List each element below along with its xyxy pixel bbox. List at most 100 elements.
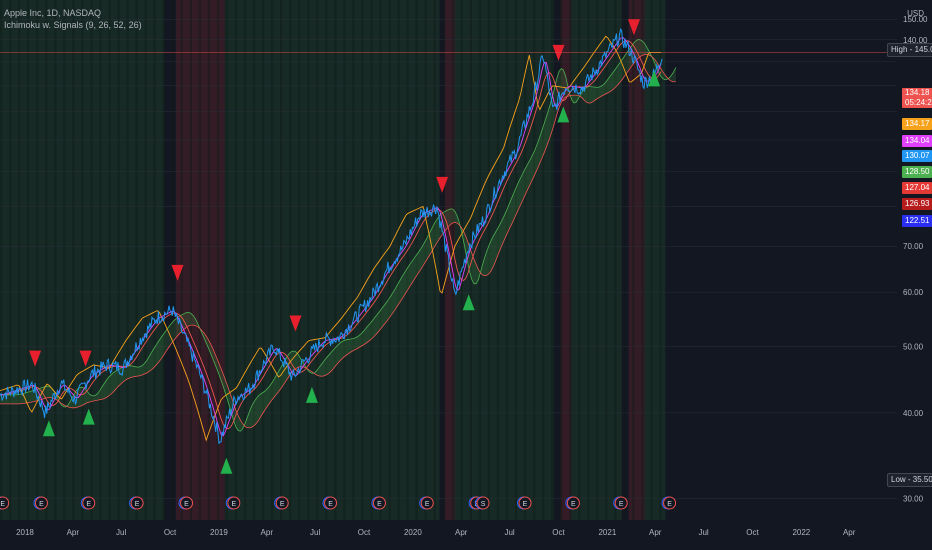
earnings-label: E bbox=[184, 501, 189, 508]
price-tag: 127.04 bbox=[902, 182, 932, 194]
earnings-marker bbox=[663, 496, 677, 510]
regime-stripe bbox=[54, 0, 57, 530]
regime-stripe bbox=[334, 0, 337, 530]
chart-grid bbox=[0, 18, 897, 499]
earnings-label: E bbox=[328, 501, 333, 508]
earnings-label: S bbox=[481, 501, 486, 508]
regime-band bbox=[175, 0, 225, 530]
time-tick-label: Oct bbox=[164, 528, 177, 537]
signal-background-bands bbox=[0, 0, 666, 530]
regime-stripe bbox=[252, 0, 256, 530]
earnings-label: E bbox=[523, 501, 528, 508]
price-tag: 130.07 bbox=[902, 150, 932, 162]
price-tick-label: 70.00 bbox=[903, 242, 924, 251]
regime-stripe bbox=[261, 0, 265, 530]
regime-band bbox=[224, 0, 440, 530]
earnings-marker bbox=[34, 496, 48, 510]
senkou-span-a bbox=[0, 39, 677, 432]
time-tick-label: Jul bbox=[698, 528, 708, 537]
earnings-marker bbox=[227, 496, 241, 510]
time-tick-label: Apr bbox=[455, 528, 468, 537]
buy-signal-arrow bbox=[82, 408, 95, 425]
regime-stripe bbox=[72, 0, 75, 530]
regime-stripe bbox=[63, 0, 66, 530]
regime-stripe bbox=[289, 0, 292, 530]
chart-legend: Apple Inc, 1D, NASDAQ Ichimoku w. Signal… bbox=[4, 7, 142, 31]
price-tick-label: 50.00 bbox=[903, 342, 924, 351]
regime-stripe bbox=[207, 0, 210, 530]
earnings-label: E bbox=[231, 501, 236, 508]
regime-stripe bbox=[451, 0, 454, 530]
price-tag-value: 128.50 bbox=[905, 167, 930, 176]
price-axis[interactable]: 150.00140.0090.0080.0070.0060.0050.0040.… bbox=[897, 0, 932, 550]
time-tick-label: Apr bbox=[261, 528, 274, 537]
sell-signal-arrow bbox=[552, 44, 565, 61]
regime-stripe bbox=[216, 0, 220, 530]
countdown-timer: 05:24:25 bbox=[905, 98, 932, 107]
earnings-label: E bbox=[571, 501, 576, 508]
regime-stripe bbox=[234, 0, 238, 530]
earnings-marker bbox=[82, 496, 96, 510]
sell-signal-arrow bbox=[289, 315, 302, 332]
earnings-label: E bbox=[377, 501, 382, 508]
regime-stripe bbox=[551, 0, 554, 530]
earnings-marker bbox=[476, 496, 490, 510]
earnings-marker bbox=[130, 496, 144, 510]
kijun-line bbox=[0, 40, 662, 430]
regime-stripe bbox=[361, 0, 364, 530]
price-tag-value: 130.07 bbox=[905, 151, 930, 160]
price-tag-value: 122.51 bbox=[905, 216, 930, 225]
regime-stripe bbox=[36, 0, 39, 530]
symbol-title[interactable]: Apple Inc, 1D, NASDAQ bbox=[4, 8, 102, 18]
time-tick-label: Jul bbox=[504, 528, 514, 537]
buy-signal-arrow bbox=[305, 386, 318, 403]
earnings-marker bbox=[566, 496, 580, 510]
time-tick-label: 2020 bbox=[404, 528, 422, 537]
regime-stripe bbox=[496, 0, 500, 530]
regime-stripe bbox=[99, 0, 102, 530]
price-tick-label: 150.00 bbox=[903, 15, 928, 24]
regime-stripe bbox=[298, 0, 301, 530]
price-tick-label: 140.00 bbox=[903, 36, 928, 45]
earnings-marker bbox=[275, 496, 289, 510]
regime-stripe bbox=[442, 0, 445, 530]
earnings-marker bbox=[372, 496, 386, 510]
regime-stripe bbox=[632, 0, 635, 530]
regime-stripe bbox=[433, 0, 436, 530]
regime-stripe bbox=[0, 0, 3, 530]
regime-stripe bbox=[623, 0, 626, 530]
time-tick-label: 2022 bbox=[792, 528, 810, 537]
price-tag: 134.04 bbox=[902, 135, 932, 147]
regime-stripe bbox=[189, 0, 192, 530]
regime-stripe bbox=[352, 0, 355, 530]
price-tag-value: 126.93 bbox=[905, 199, 930, 208]
time-axis[interactable]: 2018 Apr Jul Oct 2019 Apr Jul Oct 2020 Apr Jul Oct 2… bbox=[0, 520, 897, 550]
regime-stripe bbox=[9, 0, 12, 530]
price-tag-value: 134.04 bbox=[905, 136, 930, 145]
regime-stripe bbox=[388, 0, 391, 530]
time-tick-label: 2018 bbox=[16, 528, 34, 537]
earnings-label: E bbox=[135, 501, 140, 508]
currency-label[interactable]: USD bbox=[907, 9, 924, 18]
regime-stripe bbox=[27, 0, 30, 530]
sell-signal-arrow bbox=[79, 350, 92, 367]
regime-stripe bbox=[505, 0, 509, 530]
sell-signal-arrow bbox=[29, 350, 42, 367]
regime-stripe bbox=[225, 0, 229, 530]
regime-stripe bbox=[460, 0, 463, 530]
earnings-label: E bbox=[280, 501, 285, 508]
sell-signal-arrow bbox=[171, 264, 184, 281]
tenkan-line bbox=[0, 36, 662, 437]
indicator-lines bbox=[0, 28, 663, 445]
earnings-label: E bbox=[619, 501, 624, 508]
earnings-label: E bbox=[667, 501, 672, 508]
regime-stripe bbox=[587, 0, 590, 530]
regime-stripe bbox=[424, 0, 427, 530]
indicator-title[interactable]: Ichimoku w. Signals (9, 26, 52, 26) bbox=[4, 20, 142, 30]
buy-signal-arrow bbox=[648, 70, 661, 87]
regime-stripe bbox=[542, 0, 545, 530]
time-tick-label: Apr bbox=[67, 528, 80, 537]
regime-band bbox=[0, 0, 165, 530]
